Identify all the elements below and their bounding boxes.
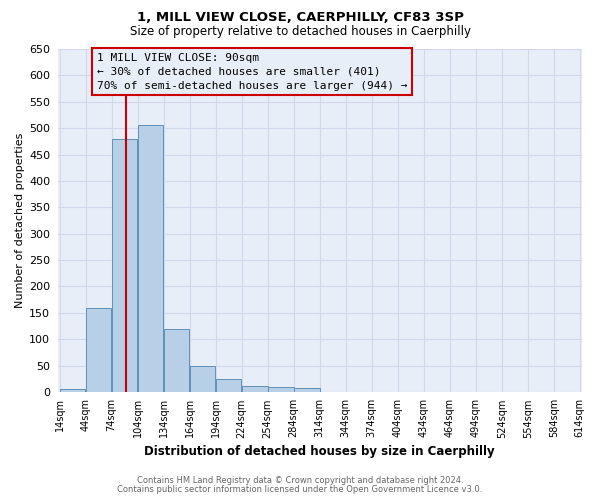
Bar [60, 390, 85, 392]
Bar [112, 138, 137, 392]
Bar [268, 386, 293, 392]
Bar [216, 378, 241, 392]
Bar [86, 308, 112, 392]
Text: Contains HM Land Registry data © Crown copyright and database right 2024.: Contains HM Land Registry data © Crown c… [137, 476, 463, 485]
Bar [242, 386, 268, 392]
Bar [164, 328, 190, 392]
Text: Contains public sector information licensed under the Open Government Licence v3: Contains public sector information licen… [118, 484, 482, 494]
Text: Size of property relative to detached houses in Caerphilly: Size of property relative to detached ho… [130, 25, 470, 38]
Bar [138, 126, 163, 392]
Bar [190, 366, 215, 392]
Text: 1, MILL VIEW CLOSE, CAERPHILLY, CF83 3SP: 1, MILL VIEW CLOSE, CAERPHILLY, CF83 3SP [137, 11, 463, 24]
Text: 1 MILL VIEW CLOSE: 90sqm
← 30% of detached houses are smaller (401)
70% of semi-: 1 MILL VIEW CLOSE: 90sqm ← 30% of detach… [97, 52, 407, 90]
Y-axis label: Number of detached properties: Number of detached properties [15, 133, 25, 308]
X-axis label: Distribution of detached houses by size in Caerphilly: Distribution of detached houses by size … [145, 444, 495, 458]
Bar [294, 388, 320, 392]
